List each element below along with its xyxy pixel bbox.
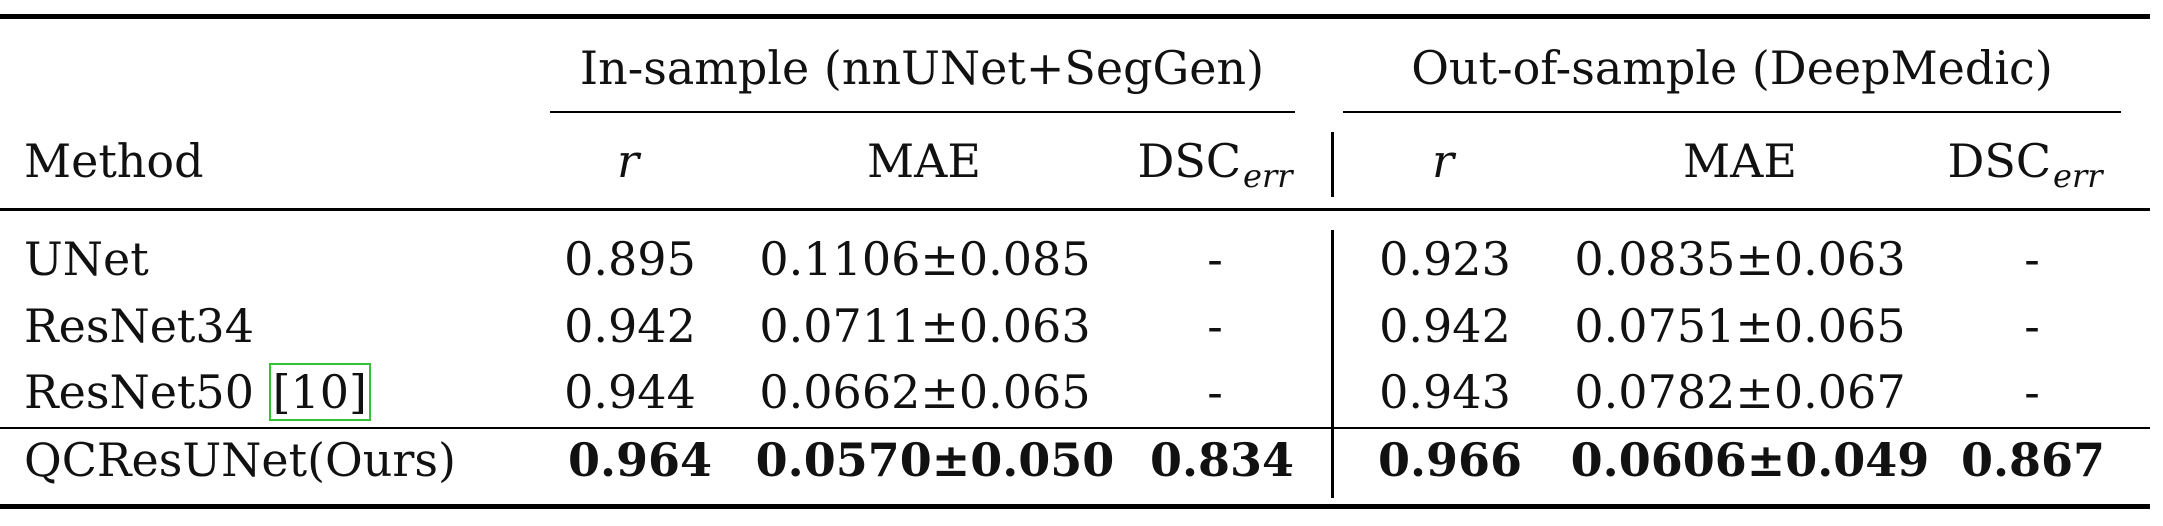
table-cell: 0.834	[1149, 433, 1295, 487]
table-cell: 0.0711±0.063	[759, 299, 1091, 353]
table-cell: 0.1106±0.085	[759, 232, 1091, 286]
table-cell: -	[2024, 365, 2040, 419]
table-row-method: QCResUNet(Ours)	[24, 433, 456, 487]
table-cell: 0.942	[1379, 299, 1511, 353]
table-cell: 0.895	[564, 232, 696, 286]
table-cell: 0.942	[564, 299, 696, 353]
in-r-header: r	[617, 134, 639, 188]
table-row-method: ResNet34	[24, 299, 254, 353]
table-cell: -	[1207, 299, 1223, 353]
table-cell: 0.966	[1377, 433, 1523, 487]
table-cell: -	[2024, 299, 2040, 353]
table-cell: -	[1207, 365, 1223, 419]
table-cell: 0.0751±0.065	[1574, 299, 1906, 353]
header-rule	[0, 208, 2150, 211]
out-r-header: r	[1432, 134, 1454, 188]
table-cell: 0.867	[1960, 433, 2106, 487]
table-cell: -	[2024, 232, 2040, 286]
top-rule	[0, 14, 2150, 19]
table-cell: -	[1207, 232, 1223, 286]
table-cell: 0.0606±0.049	[1570, 433, 1930, 487]
table-cell: 0.0662±0.065	[759, 365, 1091, 419]
in-sample-header: In-sample (nnUNet+SegGen)	[579, 41, 1265, 95]
table-cell: 0.923	[1379, 232, 1511, 286]
table-cell: 0.0570±0.050	[755, 433, 1115, 487]
method-header: Method	[24, 134, 204, 188]
citation-link[interactable]: [10]	[268, 363, 372, 421]
table-cell: 0.0835±0.063	[1574, 232, 1906, 286]
table-row-method: ResNet50 [10]	[24, 363, 372, 421]
out-of-sample-header: Out-of-sample (DeepMedic)	[1411, 41, 2053, 95]
table-row-method: UNet	[24, 232, 149, 286]
table-cell: 0.943	[1379, 365, 1511, 419]
bottom-rule	[0, 504, 2150, 509]
out-dsc-header: DSCerr	[1947, 134, 2103, 195]
table-cell: 0.944	[564, 365, 696, 419]
header-separator	[1331, 132, 1334, 197]
out-of-sample-cmidrule	[1343, 111, 2121, 113]
body-separator	[1331, 230, 1334, 498]
table-cell: 0.964	[567, 433, 713, 487]
in-mae-header: MAE	[867, 134, 981, 188]
in-sample-cmidrule	[550, 111, 1295, 113]
in-dsc-header: DSCerr	[1137, 134, 1293, 195]
table-cell: 0.0782±0.067	[1574, 365, 1906, 419]
last-row-rule	[0, 427, 2150, 429]
out-mae-header: MAE	[1683, 134, 1797, 188]
